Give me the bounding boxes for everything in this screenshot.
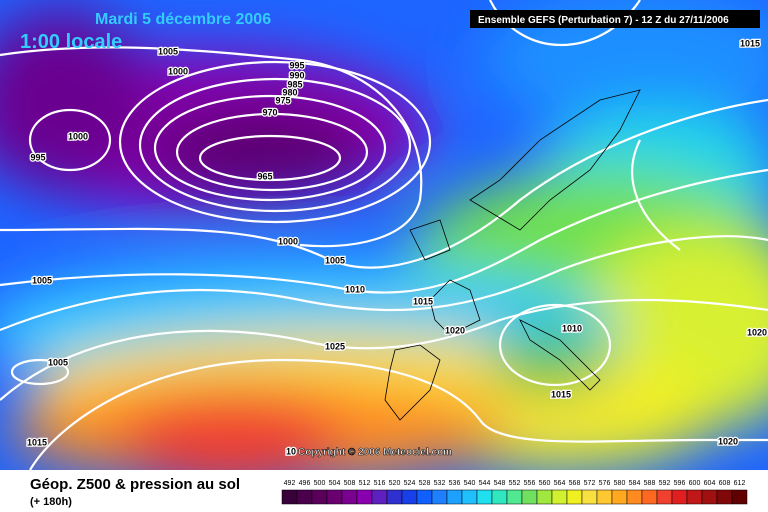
scale-label: 592 <box>659 480 671 487</box>
isobar-label: 995 <box>30 152 45 162</box>
time: 1:00 locale <box>20 31 122 53</box>
scale-swatch <box>641 489 658 505</box>
scale-label: 584 <box>629 480 641 487</box>
scale-swatch <box>611 489 628 505</box>
scale-swatch <box>551 489 568 505</box>
scale-swatch <box>536 489 553 505</box>
scale-label: 516 <box>374 480 386 487</box>
scale-label: 544 <box>479 480 491 487</box>
scale-label: 528 <box>419 480 431 487</box>
isobar-label: 985 <box>287 79 302 89</box>
scale-swatch <box>356 489 373 505</box>
scale-label: 548 <box>494 480 506 487</box>
scale-label: 604 <box>704 480 716 487</box>
isobar-label: 980 <box>282 87 297 97</box>
scale-label: 576 <box>599 480 611 487</box>
isobar-label: 1020 <box>445 325 465 335</box>
isobar-label: 970 <box>262 107 277 117</box>
scale-label: 600 <box>689 480 701 487</box>
scale-swatch <box>626 489 643 505</box>
scale-swatch <box>446 489 463 505</box>
scale-swatch <box>401 489 418 505</box>
isobar-label: 10 <box>286 446 296 456</box>
scale-label: 500 <box>314 480 326 487</box>
scale-label: 580 <box>614 480 626 487</box>
copyright: Copyright © 2006 Meteociel.com <box>298 447 452 458</box>
scale-label: 556 <box>524 480 536 487</box>
scale-label: 536 <box>449 480 461 487</box>
scale-swatch <box>581 489 598 505</box>
scale-swatch <box>476 489 493 505</box>
isobar-label: 965 <box>257 171 272 181</box>
scale-label: 552 <box>509 480 521 487</box>
scale-swatch <box>461 489 478 505</box>
scale-swatch <box>596 489 613 505</box>
scale-swatch <box>731 489 748 505</box>
scale-swatch <box>671 489 688 505</box>
scale-label: 572 <box>584 480 596 487</box>
scale-label: 608 <box>719 480 731 487</box>
scale-swatch <box>386 489 403 505</box>
model: Ensemble GEFS (Perturbation 7) - 12 Z du… <box>478 15 729 26</box>
isobar-label: 1015 <box>27 437 47 447</box>
scale-swatch <box>686 489 703 505</box>
isobar-label: 1005 <box>325 255 345 265</box>
isobar-label: 1000 <box>168 66 188 76</box>
scale-swatch <box>701 489 718 505</box>
isobar-label: 1015 <box>551 389 571 399</box>
scale-label: 596 <box>674 480 686 487</box>
scale-swatch <box>341 489 358 505</box>
scale-label: 568 <box>569 480 581 487</box>
isobar-label: 995 <box>289 60 304 70</box>
scale-swatch <box>656 489 673 505</box>
scale-label: 492 <box>284 480 296 487</box>
scale-label: 512 <box>359 480 371 487</box>
scale-label: 560 <box>539 480 551 487</box>
scale-swatch <box>566 489 583 505</box>
isobar-label: 1020 <box>747 327 767 337</box>
field: Mardi 5 décembre 2006 1:00 locale Ensemb… <box>0 0 768 470</box>
isobar-label: 1000 <box>68 131 88 141</box>
isobar-label: 1020 <box>718 436 738 446</box>
isobar-label: 975 <box>275 95 290 105</box>
scale-swatch <box>716 489 733 505</box>
isobar-label: 1000 <box>278 236 298 246</box>
isobar-label: 1005 <box>48 357 68 367</box>
isobar-label: 1005 <box>158 46 178 56</box>
scale-label: 532 <box>434 480 446 487</box>
isobar-label: 1005 <box>32 275 52 285</box>
scale-swatch <box>371 489 388 505</box>
scale-swatch <box>296 489 313 505</box>
scale-label: 496 <box>299 480 311 487</box>
footer-title: Géop. Z500 & pression au sol <box>30 476 240 493</box>
title: Mardi 5 décembre 2006 <box>95 11 271 28</box>
scale-label: 520 <box>389 480 401 487</box>
scale-label: 524 <box>404 480 416 487</box>
scale-swatch <box>431 489 448 505</box>
coastlines <box>384 89 641 421</box>
scale-swatch <box>416 489 433 505</box>
scale-label: 540 <box>464 480 476 487</box>
isobar-label: 1025 <box>325 341 345 351</box>
isobar-label: 990 <box>289 70 304 80</box>
scale-swatch <box>521 489 538 505</box>
isobar-label: 1015 <box>413 296 433 306</box>
scale-swatch <box>506 489 523 505</box>
isobar-label: 1010 <box>562 323 582 333</box>
scale-swatch <box>311 489 328 505</box>
scale-swatch <box>281 489 298 505</box>
isobar-label: 1015 <box>740 38 760 48</box>
scale-label: 612 <box>734 480 746 487</box>
scale-label: 508 <box>344 480 356 487</box>
scale-swatch <box>491 489 508 505</box>
model-box <box>470 10 760 28</box>
scale-label: 504 <box>329 480 341 487</box>
scale-label: 564 <box>554 480 566 487</box>
footer-lead: (+ 180h) <box>30 496 72 508</box>
scale-swatch <box>326 489 343 505</box>
scale-label: 588 <box>644 480 656 487</box>
isobar-label: 1010 <box>345 284 365 294</box>
